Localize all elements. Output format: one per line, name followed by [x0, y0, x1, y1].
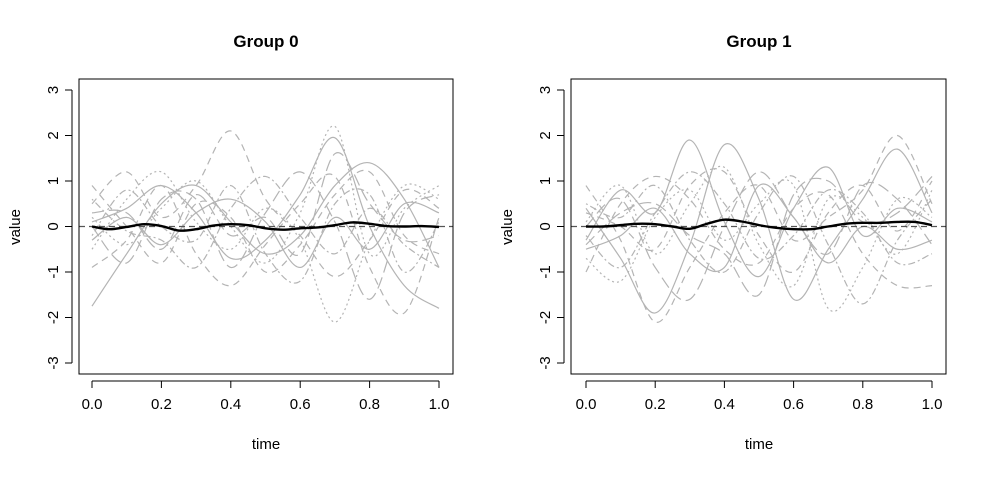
y-tick-label: 0	[45, 222, 62, 230]
y-tick-label: -3	[45, 356, 62, 369]
y-tick-label: -2	[537, 311, 554, 324]
sample-curve	[585, 139, 933, 278]
sample-curve	[585, 168, 933, 273]
plot-area: 0.0 0.2 0.4 0.6 0.8 1.0 -3 -2 -1 0 1 2 3	[45, 78, 454, 413]
y-tick-label: 3	[45, 86, 62, 94]
sample-curve	[585, 143, 933, 314]
sample-curve	[585, 134, 933, 323]
y-tick-label: 2	[45, 131, 62, 139]
x-tick-label: 1.0	[922, 396, 943, 413]
x-tick-label: 1.0	[429, 396, 450, 413]
x-axis: 0.0 0.2 0.4 0.6 0.8 1.0	[576, 380, 943, 413]
y-tick-label: 1	[45, 177, 62, 185]
panel-group-1: Group 1 time value 0.0 0.2 0.4 0.6 0.8 1.0-3-…	[499, 32, 947, 453]
sample-curve	[91, 152, 440, 257]
y-axis-label: value	[7, 209, 24, 245]
sample-curve	[91, 137, 440, 309]
x-tick-label: 0.8	[359, 396, 380, 413]
chart-title: Group 0	[233, 32, 298, 51]
y-axis: -3 -2 -1 0 1 2 3	[45, 86, 73, 370]
sample-curve	[91, 170, 440, 323]
curves-layer	[571, 134, 946, 323]
x-tick-label: 0.4	[220, 396, 241, 413]
y-tick-label: 1	[537, 177, 554, 185]
y-tick-label: -1	[45, 265, 62, 278]
mean-curve	[585, 218, 933, 231]
sample-curve	[91, 125, 440, 264]
plot-frame	[78, 78, 454, 375]
y-tick-label: 0	[537, 222, 554, 230]
mean-curve	[91, 221, 440, 232]
y-axis-label: value	[499, 209, 516, 245]
sample-curve	[585, 165, 933, 288]
y-tick-label: -3	[537, 356, 554, 369]
sample-curve	[585, 175, 933, 289]
y-axis: -3 -2 -1 0 1 2 3	[537, 86, 565, 370]
x-axis-label: time	[252, 436, 280, 453]
plot-area: 0.0 0.2 0.4 0.6 0.8 1.0 -3 -2 -1 0 1 2 3	[537, 78, 947, 413]
sample-curve	[585, 176, 933, 297]
x-axis-label: time	[745, 436, 773, 453]
x-tick-label: 0.6	[290, 396, 311, 413]
y-tick-label: -1	[537, 265, 554, 278]
sample-curve	[91, 171, 440, 300]
x-tick-label: 0.8	[852, 396, 873, 413]
sample-curve	[91, 130, 440, 278]
x-tick-label: 0.2	[645, 396, 666, 413]
x-tick-label: 0.6	[783, 396, 804, 413]
sample-curve	[91, 173, 440, 315]
sample-curve	[585, 183, 933, 273]
y-tick-label: -2	[45, 311, 62, 324]
sample-curve	[91, 169, 440, 274]
x-axis: 0.0 0.2 0.4 0.6 0.8 1.0	[82, 380, 450, 413]
y-tick-label: 2	[537, 131, 554, 139]
plot-frame	[570, 78, 947, 375]
y-tick-label: 3	[537, 86, 554, 94]
sample-curve	[585, 171, 933, 302]
sample-curve	[585, 175, 933, 305]
x-tick-label: 0.4	[714, 396, 735, 413]
x-tick-label: 0.0	[82, 396, 103, 413]
sample-curve	[91, 198, 440, 269]
curves-layer	[79, 125, 453, 323]
panel-group-0: Group 0 time value 0.0 0.2 0.4 0.6 0.8 1.0-3-…	[7, 32, 454, 453]
sample-curve	[585, 171, 933, 269]
x-tick-label: 0.2	[151, 396, 172, 413]
chart-title: Group 1	[726, 32, 791, 51]
x-tick-label: 0.0	[576, 396, 597, 413]
